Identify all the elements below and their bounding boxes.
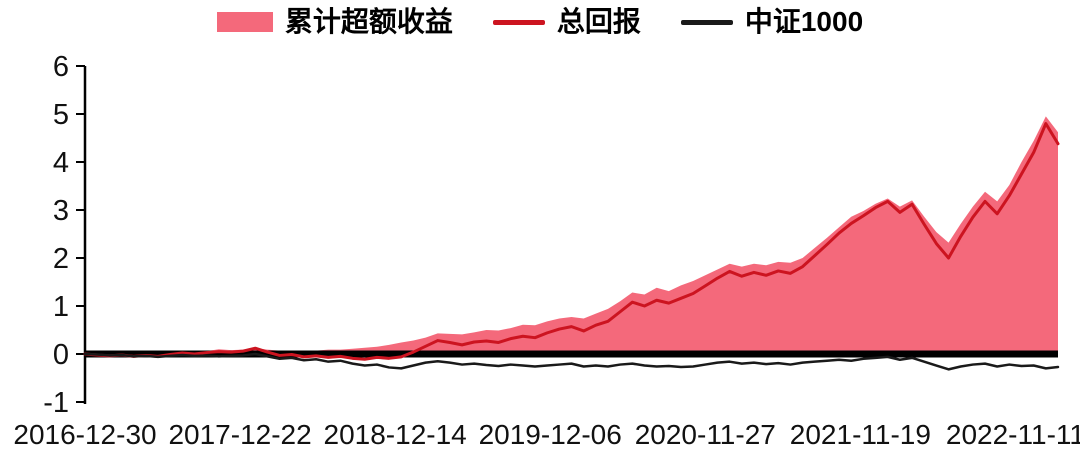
series-line-total-return	[83, 122, 1060, 361]
x-axis-label: 2017-12-22	[168, 419, 311, 450]
legend-label-total-return: 总回报	[556, 6, 641, 37]
y-axis-label: -1	[43, 387, 69, 419]
legend-item-cumulative-excess-return: 累计超额收益	[216, 6, 453, 37]
area-swatch-icon	[216, 12, 273, 32]
x-axis-label: 2018-12-14	[324, 419, 467, 450]
legend-label-csi-1000: 中证1000	[744, 6, 864, 37]
y-axis-label: 4	[53, 147, 69, 179]
y-axis-label: 5	[53, 99, 69, 131]
y-axis-label: 0	[53, 339, 69, 371]
chart-legend: 累计超额收益 总回报 中证1000	[0, 8, 1080, 36]
legend-label-cumulative-excess-return: 累计超额收益	[284, 6, 453, 37]
x-axis-label: 2022-11-11	[946, 419, 1080, 450]
x-axis-label: 2021-11-19	[790, 419, 931, 450]
line-swatch-icon	[492, 19, 545, 25]
x-axis-label: 2019-12-06	[479, 419, 622, 450]
series-area-cumulative-excess-return	[85, 116, 1058, 355]
series-line-csi-1000	[83, 352, 1060, 371]
y-axis-label: 6	[53, 51, 69, 83]
line-swatch-icon	[680, 19, 733, 25]
x-axis-label: 2016-12-30	[13, 419, 156, 450]
y-axis-label: 3	[53, 195, 69, 227]
legend-item-total-return: 总回报	[492, 6, 641, 37]
y-axis-label: 2	[53, 243, 69, 275]
y-axis-label: 1	[53, 291, 69, 323]
legend-item-csi-1000: 中证1000	[680, 6, 864, 37]
x-axis-label: 2020-11-27	[635, 419, 776, 450]
